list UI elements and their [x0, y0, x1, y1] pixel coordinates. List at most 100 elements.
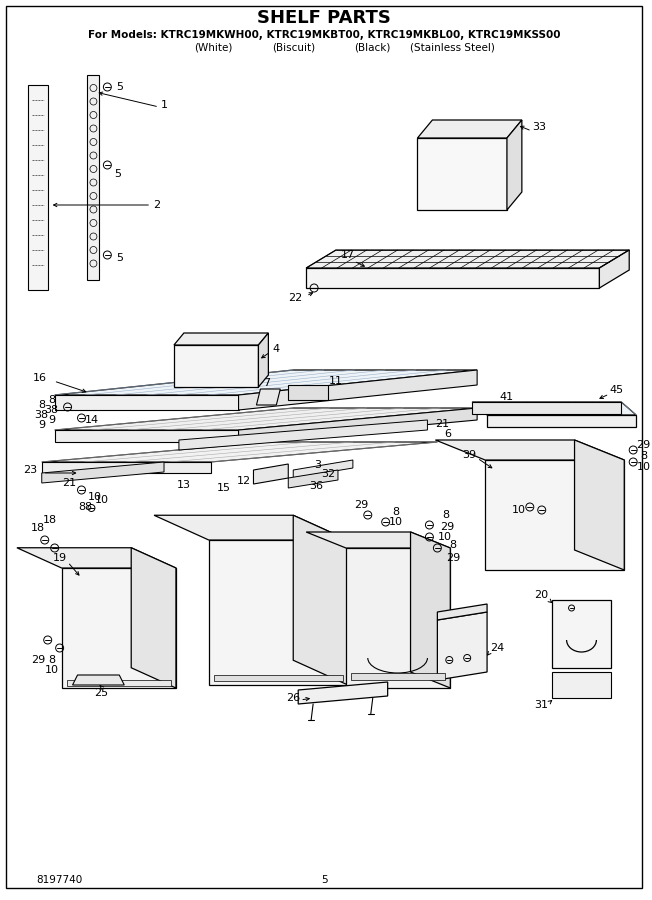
Text: 8: 8 — [48, 395, 55, 405]
Text: 32: 32 — [321, 469, 335, 479]
Polygon shape — [214, 675, 343, 681]
Polygon shape — [239, 408, 477, 442]
Polygon shape — [154, 515, 348, 540]
Text: 8: 8 — [450, 540, 457, 550]
Polygon shape — [293, 460, 353, 478]
Text: For Models: KTRC19MKWH00, KTRC19MKBT00, KTRC19MKBL00, KTRC19MKSS00: For Models: KTRC19MKWH00, KTRC19MKBT00, … — [88, 30, 560, 40]
Text: 10: 10 — [45, 665, 59, 675]
Text: 2: 2 — [153, 200, 160, 210]
Text: 39: 39 — [462, 450, 476, 460]
Polygon shape — [552, 600, 612, 668]
Text: (Biscuit): (Biscuit) — [272, 43, 315, 53]
Text: 29: 29 — [353, 500, 368, 510]
Polygon shape — [179, 420, 428, 450]
Polygon shape — [306, 532, 451, 548]
Polygon shape — [487, 415, 636, 427]
Text: 8: 8 — [392, 507, 399, 517]
Text: 29: 29 — [440, 522, 454, 532]
Text: 29: 29 — [636, 440, 650, 450]
Polygon shape — [346, 548, 451, 688]
Text: 16: 16 — [33, 373, 47, 383]
Polygon shape — [55, 408, 477, 430]
Text: 29: 29 — [446, 553, 460, 563]
Text: 11: 11 — [329, 376, 343, 386]
Text: 1: 1 — [160, 100, 168, 110]
Text: 20: 20 — [534, 590, 548, 600]
Text: 25: 25 — [95, 688, 108, 698]
Polygon shape — [306, 250, 629, 268]
Polygon shape — [288, 385, 328, 400]
Text: 5: 5 — [116, 82, 123, 92]
Text: 45: 45 — [609, 385, 623, 395]
Text: 7: 7 — [263, 378, 270, 388]
Text: 10: 10 — [389, 517, 403, 527]
Text: 38: 38 — [35, 410, 49, 420]
Text: 17: 17 — [341, 250, 355, 260]
Text: 15: 15 — [216, 483, 231, 493]
Text: 5: 5 — [321, 875, 327, 885]
Text: 19: 19 — [53, 553, 67, 563]
Polygon shape — [485, 460, 624, 570]
Text: 9: 9 — [38, 420, 45, 430]
Text: 29: 29 — [31, 655, 45, 665]
Text: 5: 5 — [116, 253, 123, 263]
Polygon shape — [67, 680, 171, 686]
Text: 10: 10 — [438, 532, 452, 542]
Text: 41: 41 — [500, 392, 514, 402]
Polygon shape — [437, 612, 487, 680]
Polygon shape — [42, 462, 211, 473]
Polygon shape — [256, 389, 280, 405]
Text: 8: 8 — [38, 400, 45, 410]
Text: (Black): (Black) — [355, 43, 391, 53]
Text: 8: 8 — [640, 451, 647, 461]
Polygon shape — [17, 548, 176, 568]
Polygon shape — [437, 604, 487, 620]
Text: 23: 23 — [23, 465, 37, 475]
Text: 3: 3 — [314, 460, 321, 470]
Polygon shape — [298, 682, 388, 704]
Text: 8: 8 — [48, 655, 55, 665]
Text: 6: 6 — [444, 429, 451, 439]
Polygon shape — [411, 532, 451, 688]
Text: (White): (White) — [194, 43, 233, 53]
Polygon shape — [552, 672, 612, 698]
Polygon shape — [174, 345, 258, 387]
Text: 8: 8 — [84, 502, 91, 512]
Polygon shape — [436, 440, 624, 460]
Text: 5: 5 — [114, 169, 121, 179]
Text: 36: 36 — [309, 481, 323, 491]
Polygon shape — [209, 540, 348, 685]
Polygon shape — [72, 675, 125, 685]
Text: 18: 18 — [31, 523, 45, 533]
Polygon shape — [507, 120, 522, 210]
Polygon shape — [293, 515, 348, 685]
Polygon shape — [55, 430, 239, 442]
Polygon shape — [55, 395, 239, 410]
Polygon shape — [239, 370, 477, 410]
Text: 21: 21 — [436, 419, 449, 429]
Polygon shape — [288, 470, 338, 488]
Polygon shape — [417, 120, 522, 138]
Text: 13: 13 — [177, 480, 191, 490]
Polygon shape — [174, 333, 269, 345]
Text: 8197740: 8197740 — [37, 875, 83, 885]
Text: 9: 9 — [48, 415, 55, 425]
Text: SHELF PARTS: SHELF PARTS — [257, 9, 391, 27]
Polygon shape — [42, 442, 437, 462]
Polygon shape — [131, 548, 176, 688]
Text: 31: 31 — [534, 700, 548, 710]
Text: 18: 18 — [42, 515, 57, 525]
Text: 10: 10 — [87, 492, 102, 502]
Polygon shape — [254, 464, 288, 484]
Polygon shape — [55, 370, 477, 395]
Text: 14: 14 — [84, 415, 98, 425]
Polygon shape — [42, 462, 164, 483]
Polygon shape — [599, 250, 629, 288]
Polygon shape — [306, 268, 599, 288]
Text: 26: 26 — [286, 693, 301, 703]
Polygon shape — [417, 138, 507, 210]
Text: 21: 21 — [63, 478, 77, 488]
Text: 10: 10 — [637, 462, 651, 472]
Text: (Stainless Steel): (Stainless Steel) — [410, 43, 495, 53]
Polygon shape — [472, 402, 621, 414]
